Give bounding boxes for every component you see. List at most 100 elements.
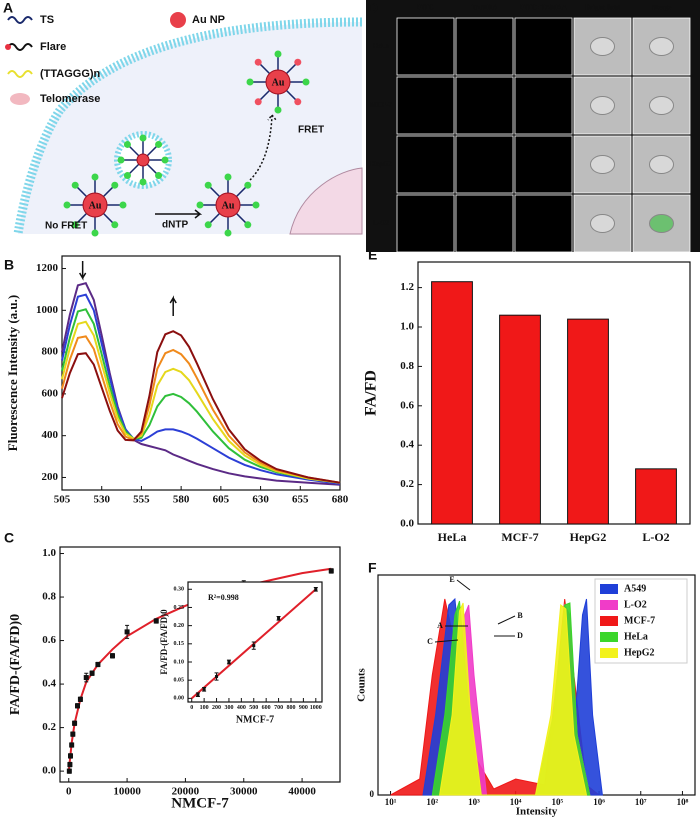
y-tick-label: 0.2: [400, 478, 414, 490]
flare-dye: [91, 229, 99, 237]
annotation-arrow: [456, 579, 471, 591]
legend-label: HeLa: [624, 631, 648, 642]
data-point: [328, 568, 334, 574]
au-label: Au: [89, 200, 102, 211]
legend-label: MCF-7: [624, 615, 655, 626]
y-tick-label: 600: [42, 387, 59, 399]
x-tick-label: 700: [274, 705, 283, 711]
data-point: [252, 644, 256, 648]
y-tick-label: 0.0: [400, 518, 414, 530]
x-tick-label: 530: [93, 493, 110, 505]
legend-icon: [170, 12, 186, 28]
y-tick-label: 800: [42, 346, 59, 358]
y-tick-label: 0.10: [174, 659, 185, 665]
y-tick-label: 1.2: [400, 281, 414, 293]
x-tick-label: L-O2: [642, 530, 669, 544]
micrograph: [396, 194, 455, 253]
row-label: L-O2: [373, 219, 389, 227]
legend-icon: [7, 16, 33, 24]
data-point: [277, 616, 281, 620]
column-header: FITC+TAMRA: [520, 4, 567, 12]
flare-dye: [246, 78, 254, 86]
micrograph: [455, 76, 514, 135]
flare-dye: [204, 181, 212, 189]
y-axis-label: FA/FD: [363, 370, 380, 416]
legend-label: (TTAGGG)n: [40, 68, 101, 80]
x-tick-label: 1000: [310, 705, 322, 711]
flare-dye: [244, 221, 252, 229]
y-tick-label: 400: [42, 429, 59, 441]
cell: [590, 214, 615, 233]
column-header: Merge: [652, 4, 671, 12]
micrograph: [573, 76, 632, 135]
x-tick-label: 10⁷: [635, 797, 647, 807]
y-tick-label: 0.4: [42, 678, 56, 690]
x-tick-label: 300: [224, 705, 233, 711]
spectrum: [61, 320, 341, 484]
x-tick-label: 630: [252, 493, 269, 505]
row-label: MCF-7: [370, 101, 392, 109]
y-axis-label: FA/FD-(FA/FD)0: [8, 614, 23, 715]
cell: [590, 96, 615, 115]
panel-label: A: [3, 0, 13, 16]
column-header: TAMRA: [472, 4, 498, 12]
cell: [649, 155, 674, 174]
annotation: C: [427, 637, 433, 646]
y-tick-label: 0.25: [174, 605, 185, 611]
flare-dye: [71, 221, 79, 229]
y-tick-label: 0.30: [174, 587, 185, 593]
arrow: [79, 261, 87, 281]
flare-dye: [254, 58, 262, 66]
y-tick-label: 0: [370, 789, 375, 799]
micrograph: [514, 17, 573, 76]
y-tick-label: 1.0: [42, 547, 56, 559]
data-point: [95, 662, 101, 667]
data-point: [70, 731, 76, 737]
flare-dye: [252, 201, 260, 209]
x-axis-label: Intensity: [516, 806, 558, 818]
flare-dye: [274, 106, 282, 114]
y-tick-label: 1200: [36, 262, 59, 274]
plot-frame: [61, 255, 341, 491]
flare-dye: [294, 58, 302, 66]
y-tick-label: 0.15: [174, 641, 185, 647]
data-point: [202, 687, 206, 691]
legend-label: Au NP: [192, 14, 225, 26]
micrograph: [455, 17, 514, 76]
au-np: [82, 192, 108, 218]
y-tick-label: 0.8: [42, 591, 56, 603]
legend-label: TS: [40, 14, 54, 26]
micrograph: [396, 135, 455, 194]
data-point: [227, 660, 231, 664]
micrograph: [455, 194, 514, 253]
outside: [0, 0, 362, 234]
x-tick-label: 10²: [426, 797, 438, 807]
data-point: [68, 753, 73, 759]
au-np: [136, 153, 150, 167]
au-np: [265, 69, 291, 95]
au-label: Au: [272, 77, 285, 88]
x-tick-label: HepG2: [570, 530, 607, 544]
x-tick-label: 10³: [468, 797, 480, 807]
flare-dye: [274, 50, 282, 58]
cell: [649, 96, 674, 115]
flare-dye: [119, 201, 127, 209]
data-point: [72, 720, 78, 726]
x-tick-label: MCF-7: [501, 530, 538, 544]
x-tick-label: 0: [66, 785, 72, 797]
flare-dye: [302, 78, 310, 86]
flare-dye: [254, 98, 262, 106]
x-tick-label: 100: [200, 705, 209, 711]
annotation: E: [449, 575, 454, 584]
histogram: [439, 602, 588, 796]
flare-dye: [111, 221, 119, 229]
legend-label: L-O2: [624, 599, 647, 610]
x-tick-label: 10¹: [385, 797, 397, 807]
x-tick-label: HeLa: [438, 530, 467, 544]
y-tick-label: 0.00: [174, 696, 185, 702]
micrograph: [455, 135, 514, 194]
fret-label: FRET: [298, 125, 324, 136]
bar: [567, 318, 609, 525]
plot-frame: [187, 581, 323, 703]
y-tick-label: 1.0: [400, 321, 414, 333]
